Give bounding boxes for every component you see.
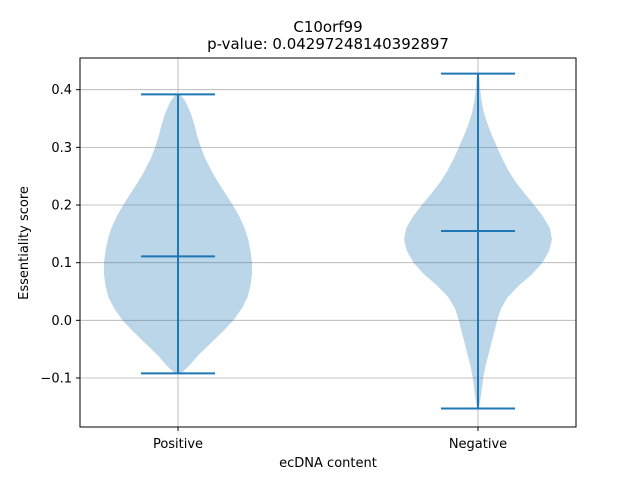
chart-subtitle: p-value: 0.04297248140392897 — [207, 35, 449, 53]
y-tick-label: 0.2 — [51, 199, 72, 214]
x-axis-label: ecDNA content — [279, 456, 377, 471]
y-tick-label: 0.4 — [51, 83, 72, 98]
y-tick-label: 0.0 — [51, 314, 72, 329]
violin-layer — [104, 72, 552, 410]
chart-title: C10orf99 — [293, 18, 362, 36]
y-tick-label: 0.1 — [51, 256, 72, 271]
tick-layer: −0.1 0.0 0.1 0.2 0.3 0.4 Positive Negative — [40, 83, 507, 452]
y-axis-label: Essentiality score — [17, 186, 32, 300]
y-tick-label: 0.3 — [51, 141, 72, 156]
y-tick-label: −0.1 — [40, 371, 72, 386]
x-tick-label: Negative — [449, 437, 507, 452]
x-tick-label: Positive — [153, 437, 203, 452]
plot-frame — [79, 57, 577, 428]
